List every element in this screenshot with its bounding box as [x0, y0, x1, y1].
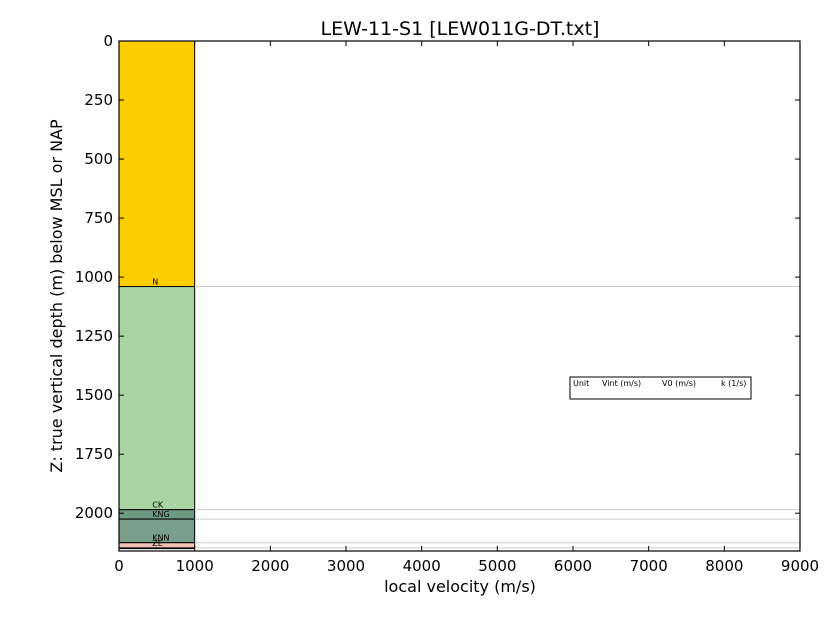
x-tick-label: 7000	[630, 557, 668, 575]
x-tick-label: 3000	[327, 557, 365, 575]
y-tick-label: 250	[84, 91, 113, 109]
boundary-lines	[194, 286, 800, 549]
y-tick-label: 0	[103, 32, 113, 50]
y-tick-label: 750	[84, 209, 113, 227]
x-axis-ticks: 0 1000 2000 3000 4000 5000 6000 7000 8000 9000	[114, 41, 819, 575]
layer-bar	[118, 286, 196, 511]
legend-header-v0: V0 (m/s)	[662, 379, 696, 388]
legend-header-vint: Vint (m/s)	[602, 379, 641, 388]
x-tick-label: 2000	[251, 557, 289, 575]
x-tick-label: 9000	[781, 557, 819, 575]
x-tick-label: 0	[114, 557, 124, 575]
legend-frame	[569, 376, 752, 400]
legend-header-k: k (1/s)	[721, 379, 746, 388]
unit-label: KNN	[152, 534, 169, 543]
plot-layers	[118, 40, 196, 550]
y-tick-label: 1500	[75, 386, 113, 404]
x-tick-label: 4000	[403, 557, 441, 575]
layer-bar	[118, 547, 196, 550]
y-tick-label: 1000	[75, 268, 113, 286]
chart-title: LEW-11-S1 [LEW011G-DT.txt]	[321, 18, 600, 40]
unit-label: ZE	[152, 539, 163, 548]
unit-label: KNG	[152, 510, 169, 519]
legend-box: Unit Vint (m/s) V0 (m/s) k (1/s)	[569, 376, 752, 400]
y-tick-label: 1750	[75, 445, 113, 463]
x-tick-label: 5000	[478, 557, 516, 575]
unit-label: CK	[152, 501, 164, 510]
y-axis-label: Z: true vertical depth (m) below MSL or …	[47, 119, 66, 473]
x-tick-label: 1000	[176, 557, 214, 575]
x-axis-label: local velocity (m/s)	[384, 577, 536, 596]
y-tick-label: 1250	[75, 327, 113, 345]
plot-frame	[118, 40, 801, 552]
unit-label: N	[152, 278, 158, 287]
y-tick-label: 2000	[75, 504, 113, 522]
y-tick-label: 500	[84, 150, 113, 168]
legend-header-unit: Unit	[573, 379, 589, 388]
layer-bar	[118, 40, 196, 288]
x-tick-label: 8000	[705, 557, 743, 575]
y-axis-ticks: 0 250 500 750 1000 1250 1500 1750 2000	[75, 32, 800, 522]
x-tick-label: 6000	[554, 557, 592, 575]
